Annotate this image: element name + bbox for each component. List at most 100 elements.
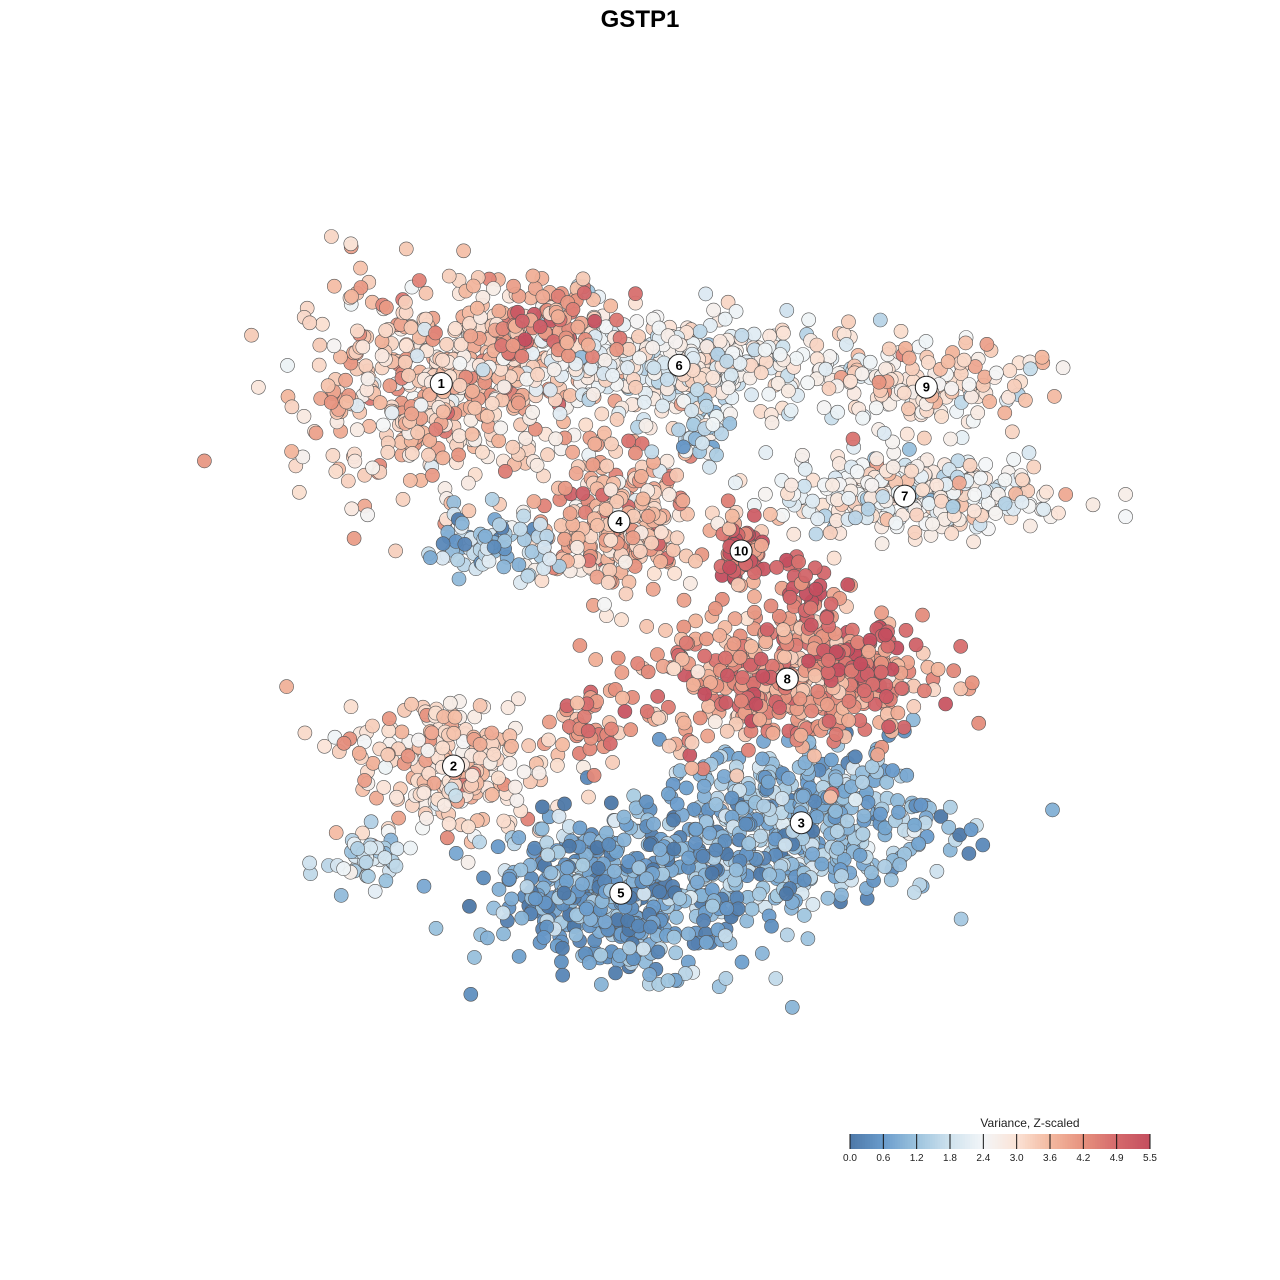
data-point bbox=[1006, 452, 1022, 467]
data-point bbox=[542, 382, 558, 398]
data-point bbox=[692, 324, 708, 339]
data-point bbox=[975, 837, 991, 853]
data-point bbox=[896, 385, 912, 401]
data-point bbox=[525, 268, 541, 284]
data-point bbox=[590, 860, 606, 876]
data-point bbox=[848, 510, 863, 526]
data-point bbox=[534, 821, 550, 837]
data-point bbox=[901, 350, 917, 366]
data-point bbox=[1021, 445, 1037, 461]
legend-color-segment bbox=[925, 1134, 928, 1149]
data-point bbox=[684, 735, 700, 751]
data-point bbox=[676, 592, 692, 608]
data-point bbox=[302, 315, 318, 331]
data-point bbox=[365, 460, 380, 476]
data-point bbox=[284, 399, 300, 415]
data-point bbox=[678, 635, 694, 651]
data-point bbox=[944, 381, 959, 396]
data-point bbox=[873, 664, 889, 680]
data-point bbox=[603, 795, 619, 811]
data-point bbox=[465, 383, 480, 399]
data-point bbox=[451, 447, 466, 463]
data-point bbox=[435, 536, 451, 552]
data-point bbox=[477, 528, 493, 544]
legend-color-segment bbox=[995, 1134, 998, 1149]
data-point bbox=[801, 312, 817, 328]
data-point bbox=[753, 365, 769, 381]
data-point bbox=[839, 813, 855, 829]
data-point bbox=[822, 349, 838, 364]
legend-color-segment bbox=[895, 1134, 898, 1149]
data-point bbox=[661, 487, 677, 502]
data-point bbox=[646, 816, 661, 832]
legend-color-segment bbox=[1070, 1134, 1073, 1149]
legend-color-segment bbox=[897, 1134, 901, 1149]
data-point bbox=[762, 506, 778, 522]
data-point bbox=[697, 648, 712, 664]
data-point bbox=[874, 605, 889, 621]
data-point bbox=[536, 930, 552, 945]
data-point bbox=[424, 725, 440, 741]
data-point bbox=[403, 320, 419, 335]
data-point bbox=[708, 842, 724, 858]
data-point bbox=[353, 260, 368, 276]
legend-color-segment bbox=[1060, 1134, 1063, 1149]
legend-color-segment bbox=[887, 1134, 891, 1149]
legend-color-segment bbox=[1020, 1134, 1023, 1149]
data-point bbox=[855, 826, 871, 842]
data-point bbox=[484, 725, 500, 741]
color-legend: Variance, Z-scaled 0.0 0.6 1.2 1.8 2.4 3.0 3.6… bbox=[843, 1116, 1157, 1164]
data-point bbox=[1014, 472, 1030, 488]
data-point bbox=[728, 862, 744, 878]
data-point bbox=[452, 378, 468, 393]
data-point bbox=[906, 699, 922, 714]
data-point bbox=[514, 910, 530, 926]
legend-color-segment bbox=[872, 1134, 876, 1149]
legend-color-segment bbox=[857, 1134, 861, 1149]
data-point bbox=[1002, 363, 1018, 378]
data-point bbox=[626, 788, 642, 804]
data-point bbox=[876, 425, 892, 441]
data-point bbox=[1118, 509, 1133, 525]
data-point bbox=[505, 439, 521, 455]
data-point bbox=[602, 562, 618, 578]
data-point bbox=[601, 837, 617, 852]
data-point bbox=[506, 278, 521, 294]
data-point bbox=[633, 469, 649, 484]
data-point bbox=[479, 408, 495, 424]
data-point bbox=[825, 477, 840, 493]
data-point bbox=[500, 700, 516, 715]
data-point bbox=[973, 470, 988, 486]
data-point bbox=[646, 360, 662, 376]
data-point bbox=[762, 867, 777, 883]
data-point bbox=[856, 808, 872, 824]
data-point bbox=[1045, 802, 1060, 818]
data-point bbox=[659, 372, 675, 387]
data-point bbox=[317, 738, 332, 754]
data-point bbox=[643, 919, 658, 935]
legend-color-segment bbox=[885, 1134, 888, 1149]
data-point bbox=[696, 778, 712, 794]
data-point bbox=[1118, 487, 1133, 502]
legend-color-segment bbox=[877, 1134, 881, 1149]
data-point bbox=[753, 651, 769, 667]
data-point bbox=[779, 303, 795, 318]
data-point bbox=[380, 747, 396, 763]
data-point bbox=[328, 464, 344, 479]
data-point bbox=[416, 878, 432, 894]
data-point bbox=[719, 723, 735, 739]
data-point bbox=[629, 314, 645, 329]
data-point bbox=[810, 511, 826, 527]
data-point bbox=[724, 508, 740, 524]
data-point bbox=[795, 447, 810, 463]
legend-color-segment bbox=[852, 1134, 856, 1149]
data-point bbox=[967, 487, 983, 502]
legend-color-segment bbox=[905, 1134, 908, 1149]
data-point bbox=[404, 446, 420, 461]
data-point bbox=[521, 738, 537, 754]
data-point bbox=[784, 999, 800, 1015]
data-point bbox=[944, 526, 959, 541]
data-point bbox=[413, 397, 429, 413]
data-point bbox=[353, 280, 369, 295]
data-point bbox=[741, 836, 757, 851]
